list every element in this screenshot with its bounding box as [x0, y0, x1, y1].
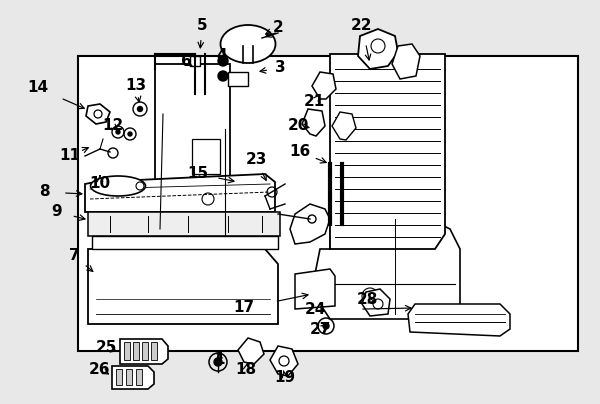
Polygon shape	[290, 204, 330, 244]
Polygon shape	[155, 64, 230, 244]
Text: 8: 8	[38, 185, 49, 200]
Text: 5: 5	[197, 19, 208, 34]
Circle shape	[128, 132, 132, 136]
Polygon shape	[295, 269, 335, 309]
Polygon shape	[358, 29, 398, 69]
Circle shape	[218, 56, 228, 66]
Polygon shape	[332, 112, 356, 140]
Text: 11: 11	[59, 149, 80, 164]
Text: 6: 6	[181, 55, 191, 69]
Text: 25: 25	[95, 341, 116, 356]
Text: 15: 15	[187, 166, 209, 181]
Text: 18: 18	[235, 362, 257, 377]
Polygon shape	[112, 366, 154, 389]
Text: 16: 16	[289, 145, 311, 160]
Polygon shape	[120, 339, 168, 364]
Polygon shape	[362, 289, 390, 316]
Text: 24: 24	[304, 303, 326, 318]
Text: 2: 2	[272, 21, 283, 36]
Polygon shape	[92, 236, 278, 249]
Polygon shape	[190, 56, 200, 66]
Polygon shape	[315, 219, 460, 319]
Polygon shape	[151, 342, 157, 360]
Text: 1: 1	[215, 353, 225, 368]
Text: 9: 9	[52, 204, 62, 219]
Polygon shape	[228, 72, 248, 86]
Polygon shape	[136, 369, 142, 385]
Text: 20: 20	[287, 118, 308, 133]
Ellipse shape	[91, 176, 146, 196]
Text: 3: 3	[275, 61, 286, 76]
Circle shape	[218, 71, 228, 81]
Polygon shape	[270, 346, 298, 376]
Circle shape	[137, 107, 143, 112]
Polygon shape	[192, 139, 220, 174]
Polygon shape	[88, 249, 278, 324]
Text: 23: 23	[245, 152, 266, 168]
Text: 26: 26	[89, 362, 111, 377]
Ellipse shape	[221, 25, 275, 63]
Polygon shape	[238, 338, 264, 364]
Polygon shape	[302, 109, 325, 136]
Text: 28: 28	[356, 292, 377, 307]
Text: 12: 12	[103, 118, 124, 133]
Text: 21: 21	[304, 95, 325, 109]
Polygon shape	[228, 209, 262, 239]
Polygon shape	[392, 44, 420, 79]
Bar	[78, 56, 578, 351]
Circle shape	[116, 130, 120, 134]
Polygon shape	[116, 369, 122, 385]
Polygon shape	[86, 104, 110, 124]
Text: 17: 17	[233, 301, 254, 316]
Text: 27: 27	[310, 322, 331, 337]
Polygon shape	[408, 304, 510, 336]
Polygon shape	[88, 212, 280, 236]
Polygon shape	[85, 174, 275, 212]
Polygon shape	[133, 342, 139, 360]
Text: 22: 22	[351, 19, 373, 34]
Text: 10: 10	[89, 177, 110, 191]
Circle shape	[323, 323, 329, 329]
Text: 13: 13	[125, 78, 146, 93]
Text: 4: 4	[217, 48, 227, 63]
Polygon shape	[124, 342, 130, 360]
Polygon shape	[126, 369, 132, 385]
Text: 7: 7	[68, 248, 79, 263]
Polygon shape	[312, 72, 336, 99]
Text: 19: 19	[274, 370, 296, 385]
Circle shape	[214, 358, 222, 366]
Text: 14: 14	[28, 80, 49, 95]
Polygon shape	[142, 342, 148, 360]
Polygon shape	[330, 54, 445, 249]
